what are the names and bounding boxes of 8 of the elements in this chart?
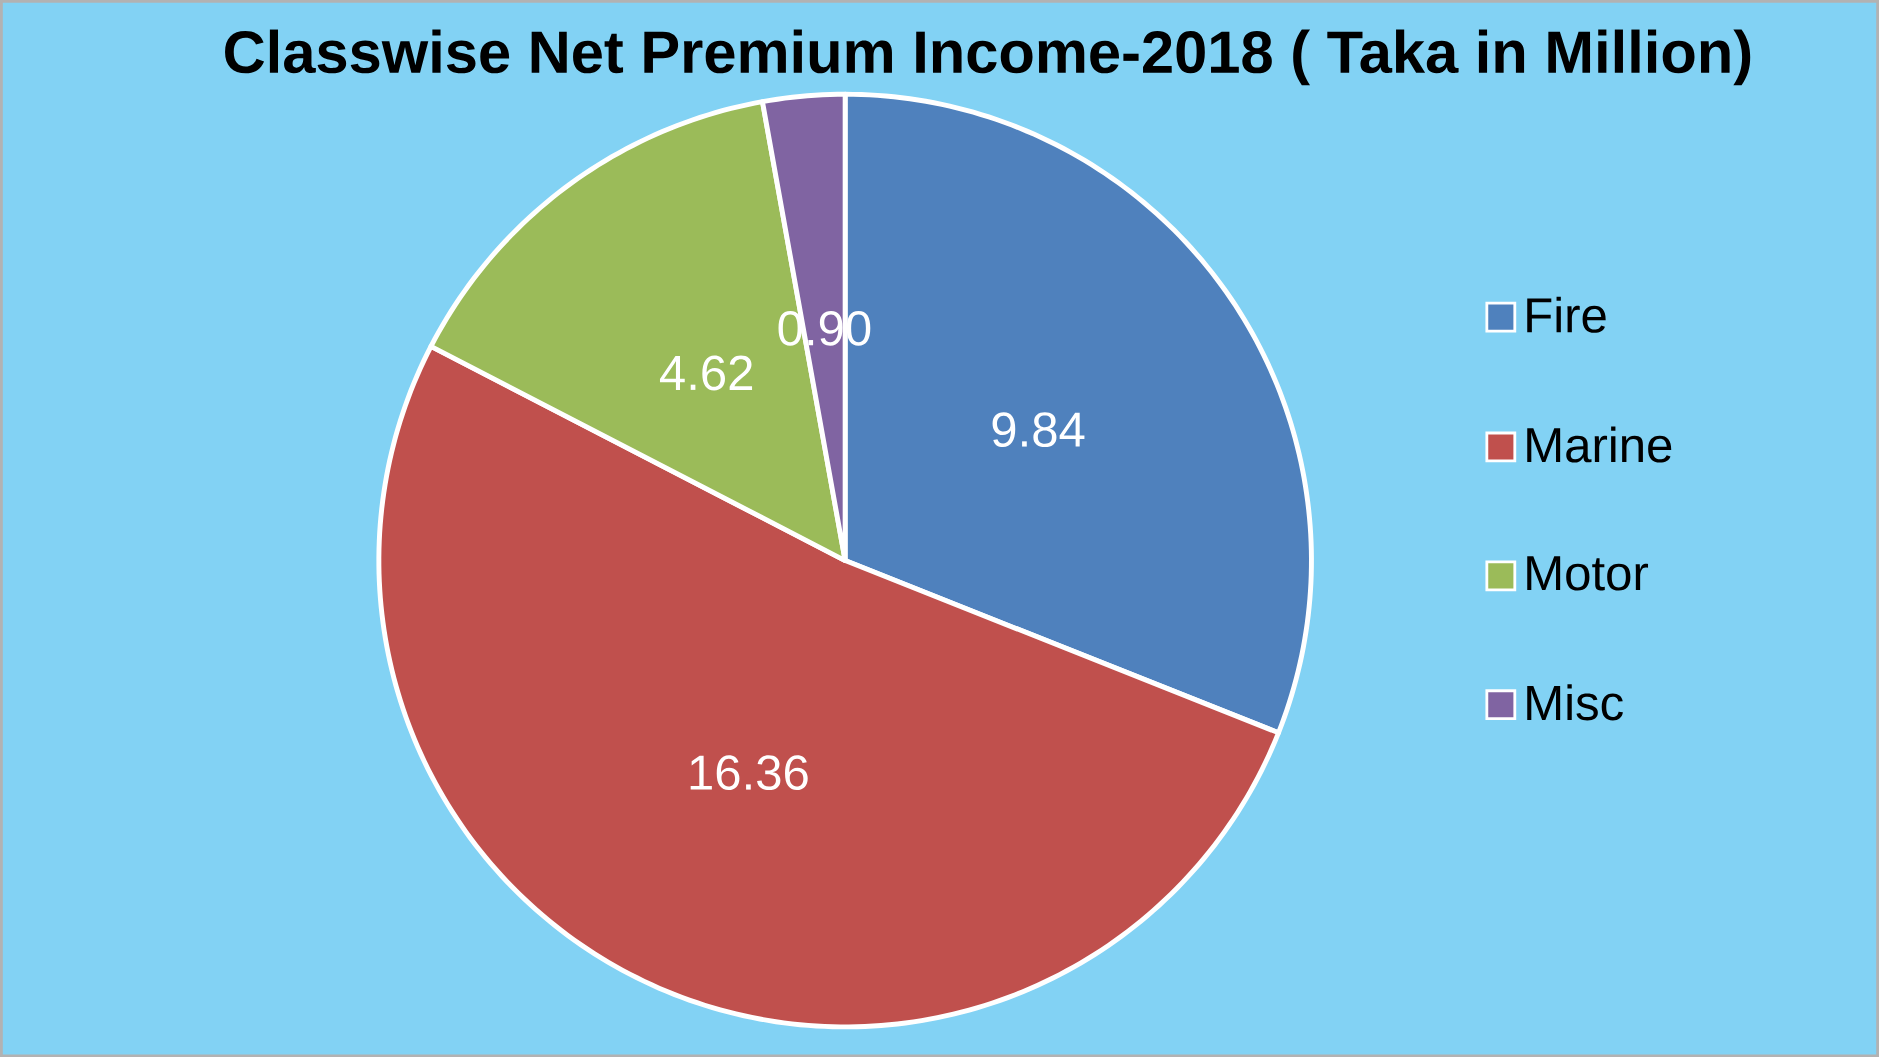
- data-label: 9.84: [992, 412, 1085, 447]
- legend-label: Misc: [1527, 684, 1623, 721]
- legend-label: Fire: [1527, 296, 1606, 333]
- chart-title: Classwise Net Premium Income-2018 ( Taka in Million): [225, 29, 1751, 86]
- data-label: 4.62: [659, 355, 753, 391]
- legend-label: Motor: [1527, 556, 1649, 591]
- legend-label: Marine: [1527, 426, 1672, 463]
- data-label: 16.36: [690, 755, 808, 790]
